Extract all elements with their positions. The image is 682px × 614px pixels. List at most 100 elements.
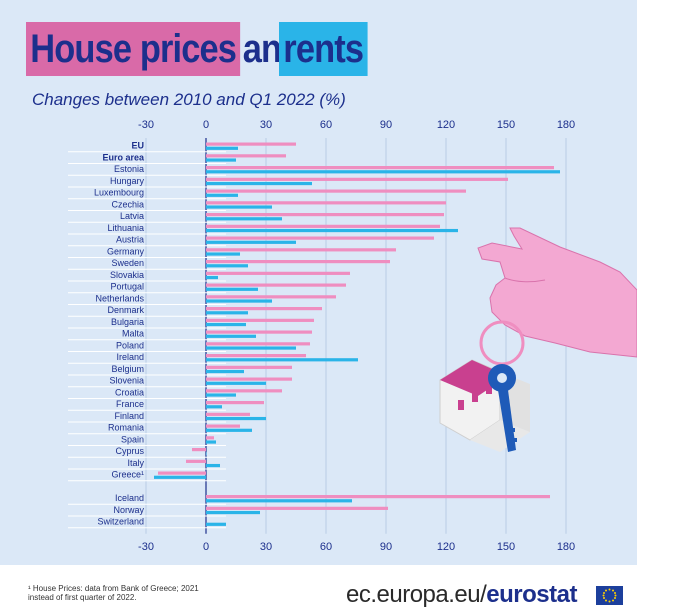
bar-house-prices — [206, 236, 434, 240]
category-label: Germany — [107, 246, 145, 256]
bar-rents — [206, 252, 240, 256]
category-label: Spain — [121, 434, 144, 444]
bar-house-prices — [206, 307, 322, 311]
bar-house-prices — [158, 471, 206, 475]
bar-rents — [206, 228, 458, 233]
x-tick-bottom-120: 120 — [437, 541, 455, 553]
bar-rents — [206, 522, 226, 526]
x-tick-bottom-150: 150 — [497, 541, 515, 553]
bar-rents — [206, 275, 218, 280]
keyring-icon — [479, 320, 525, 366]
category-label: Latvia — [120, 211, 144, 221]
footnote: ¹ House Prices: data from Bank of Greece… — [28, 584, 228, 602]
x-tick-top-150: 150 — [497, 119, 515, 131]
bar-house-prices — [206, 389, 282, 393]
x-tick-bottom-0: 0 — [203, 541, 209, 553]
eu-flag-icon — [596, 586, 623, 605]
bar-house-prices — [206, 330, 312, 334]
hand-key-illustration — [439, 227, 637, 452]
x-tick-top-180: 180 — [557, 119, 575, 131]
bar-house-prices — [206, 412, 250, 416]
x-tick-top-30: 30 — [260, 119, 272, 131]
category-label: Hungary — [110, 176, 145, 186]
x-tick-top-0: 0 — [203, 119, 209, 131]
bar-house-prices — [206, 154, 286, 158]
category-label: Slovakia — [110, 270, 144, 280]
bar-house-prices — [206, 248, 396, 252]
category-label: EU — [131, 141, 144, 151]
hand-icon — [477, 227, 637, 358]
bar-house-prices — [192, 448, 206, 452]
bar-rents — [206, 499, 352, 503]
bar-rents — [206, 369, 244, 374]
bar-house-prices — [206, 189, 466, 193]
category-label: Netherlands — [95, 293, 144, 303]
bar-house-prices — [206, 260, 390, 264]
brand-prefix: ec.europa.eu/ — [346, 581, 487, 608]
x-tick-top-120: 120 — [437, 119, 455, 131]
bar-house-prices — [206, 295, 336, 299]
bar-rents — [154, 475, 206, 479]
bar-house-prices — [206, 354, 306, 358]
category-label: Norway — [113, 505, 144, 515]
bar-rents — [206, 158, 236, 162]
category-label: Estonia — [114, 164, 144, 174]
bar-rents — [206, 264, 248, 268]
bar-rents — [206, 416, 266, 421]
bar-rents — [206, 299, 272, 303]
x-tick-bottom--30: -30 — [138, 541, 154, 553]
title-rents: rents — [279, 22, 368, 76]
bar-house-prices — [206, 377, 292, 381]
category-label: France — [116, 399, 144, 409]
bar-house-prices — [206, 142, 296, 146]
category-label: Slovenia — [109, 376, 144, 386]
bar-rents — [206, 463, 220, 468]
bar-rents — [206, 405, 222, 409]
category-label: Italy — [127, 458, 144, 468]
category-label: Greece¹ — [111, 470, 144, 480]
bar-house-prices — [206, 201, 446, 205]
bar-rents — [206, 346, 296, 350]
category-label: Romania — [108, 423, 144, 433]
category-label: Malta — [122, 329, 144, 339]
bar-house-prices — [206, 177, 508, 181]
category-label: Portugal — [110, 282, 144, 292]
bar-rents — [206, 334, 256, 338]
x-tick-bottom-180: 180 — [557, 541, 575, 553]
category-label: Belgium — [111, 364, 144, 374]
bar-house-prices — [206, 506, 388, 510]
bar-rents — [206, 181, 312, 186]
chart-title: House prices and rents — [26, 22, 382, 76]
bar-house-prices — [206, 342, 310, 346]
category-label: Bulgaria — [111, 317, 144, 327]
brand-name: eurostat — [486, 581, 577, 608]
bar-rents — [206, 393, 236, 397]
bar-house-prices — [206, 283, 346, 287]
bar-rents — [206, 146, 238, 150]
chart-subtitle: Changes between 2010 and Q1 2022 (%) — [32, 90, 346, 109]
bar-rents — [206, 358, 358, 362]
category-label: Sweden — [111, 258, 144, 268]
bar-house-prices — [206, 365, 292, 369]
bar-rents — [206, 381, 266, 385]
category-label: Czechia — [111, 199, 144, 209]
bar-rents — [206, 452, 207, 456]
category-label: Cyprus — [115, 446, 144, 456]
x-tick-bottom-90: 90 — [380, 541, 392, 553]
bar-rents — [206, 193, 238, 197]
category-label: Ireland — [116, 352, 144, 362]
bar-rents — [206, 440, 216, 444]
category-label: Luxembourg — [94, 188, 144, 198]
category-label: Croatia — [115, 387, 144, 397]
bar-rents — [206, 428, 252, 432]
bar-house-prices — [186, 459, 206, 463]
axis-ticks: -30 -30 0 0 30 30 60 60 90 90 120 120 150 150 180 180 — [138, 119, 575, 553]
bar-house-prices — [206, 271, 350, 275]
source-brand[interactable]: ec.europa.eu/eurostat — [346, 581, 577, 609]
category-label: Switzerland — [97, 517, 144, 527]
x-tick-top-60: 60 — [320, 119, 332, 131]
x-tick-bottom-30: 30 — [260, 541, 272, 553]
bar-house-prices — [206, 424, 240, 428]
